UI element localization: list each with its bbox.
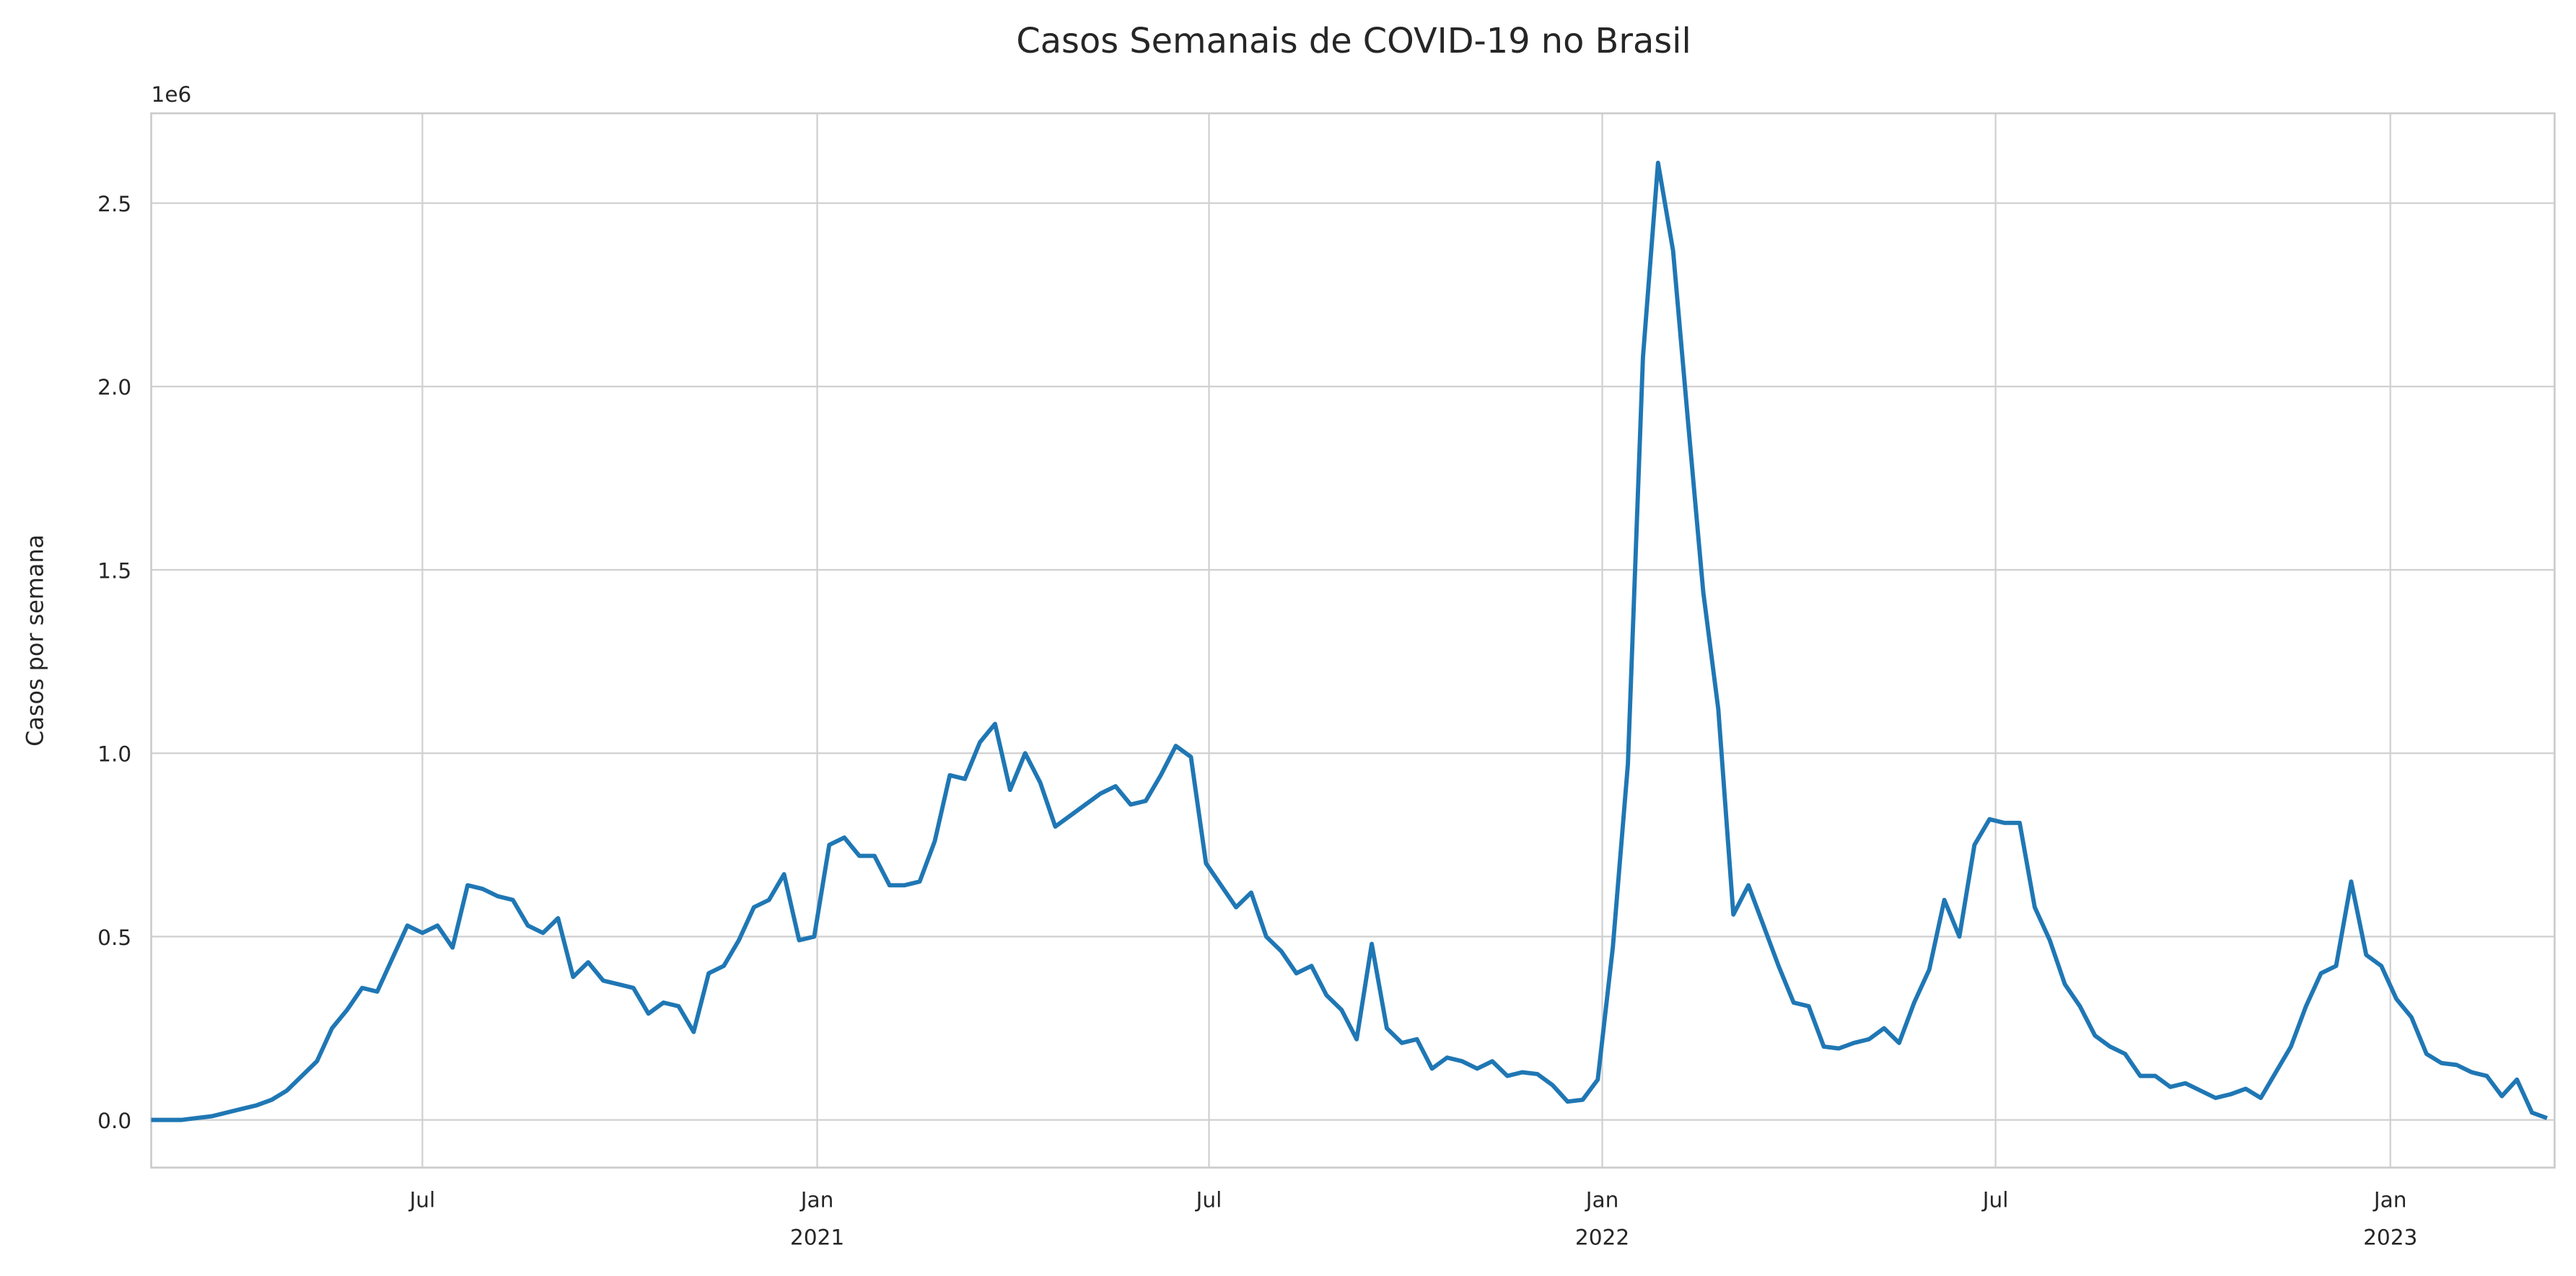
- x-tick-year: 2023: [2363, 1226, 2417, 1250]
- y-tick-label: 0.0: [97, 1109, 131, 1133]
- x-tick-label: Jan: [1585, 1187, 1619, 1212]
- x-tick-label: Jul: [1195, 1187, 1222, 1212]
- series-line: [151, 160, 2548, 1122]
- y-tick-label: 2.5: [97, 192, 131, 216]
- y-offset-label: 1e6: [152, 82, 192, 107]
- x-tick-label: Jan: [2373, 1187, 2407, 1212]
- x-tick-label: Jul: [408, 1187, 436, 1212]
- y-tick-label: 1.0: [97, 742, 131, 767]
- x-tick-year: 2021: [790, 1226, 844, 1250]
- plot-frame: [150, 112, 2556, 1169]
- y-axis-label: Casos por semana: [21, 534, 48, 747]
- chart-title: Casos Semanais de COVID-19 no Brasil: [1016, 22, 1691, 61]
- x-tick-label: Jul: [1981, 1187, 2009, 1212]
- x-tick-label: Jan: [799, 1187, 834, 1212]
- x-tick-year: 2022: [1575, 1226, 1629, 1250]
- y-tick-label: 2.0: [97, 375, 131, 400]
- y-tick-label: 0.5: [97, 925, 131, 950]
- y-tick-label: 1.5: [97, 558, 131, 583]
